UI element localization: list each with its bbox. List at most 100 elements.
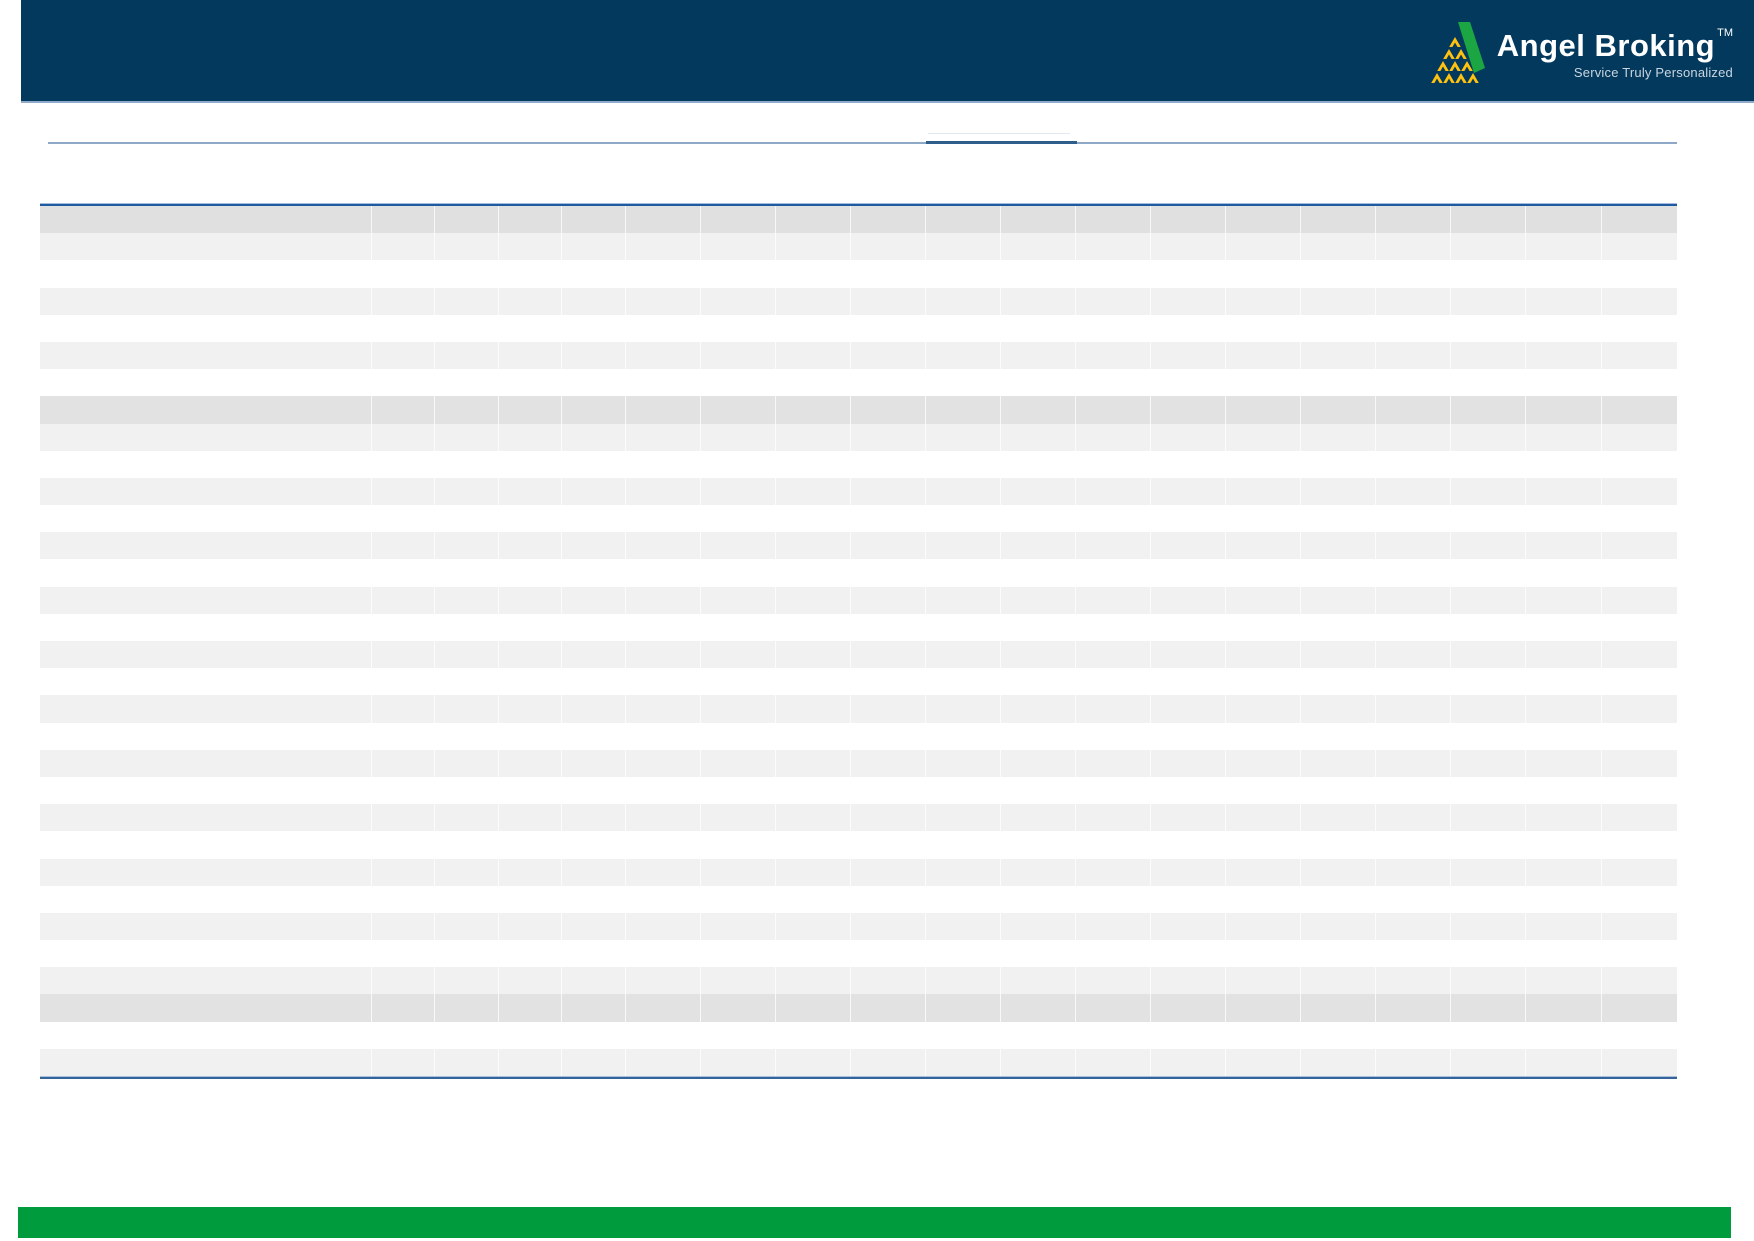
table-cell xyxy=(40,749,372,777)
table-cell xyxy=(851,912,926,941)
table-cell xyxy=(1376,641,1451,669)
table-cell xyxy=(776,831,851,858)
table-row xyxy=(40,314,1677,342)
table-cell xyxy=(851,967,926,995)
table-cell xyxy=(1451,1048,1526,1076)
table-cell xyxy=(1526,1022,1602,1049)
table-cell xyxy=(1451,341,1526,370)
table-cell xyxy=(1376,287,1451,315)
table-cell xyxy=(1301,858,1376,886)
table-cell xyxy=(1001,423,1076,451)
table-cell xyxy=(1076,505,1151,532)
table-cell xyxy=(1151,940,1226,967)
table-cell xyxy=(701,369,776,396)
table-cell xyxy=(1451,723,1526,750)
table-cell xyxy=(1076,1022,1151,1049)
table-cell xyxy=(701,641,776,669)
table-cell xyxy=(1076,723,1151,750)
table-cell xyxy=(435,1022,499,1049)
table-cell xyxy=(372,641,435,669)
table-cell xyxy=(562,423,626,451)
table-cell xyxy=(1001,777,1076,804)
table-cell xyxy=(499,749,562,777)
table-cell xyxy=(1001,886,1076,913)
table-cell xyxy=(499,532,562,560)
table-cell xyxy=(1602,532,1677,559)
table-cell xyxy=(372,858,435,886)
table-cell xyxy=(776,858,851,886)
table-cell xyxy=(926,559,1001,586)
table-row xyxy=(40,885,1677,913)
table-cell xyxy=(626,287,701,315)
table-cell xyxy=(701,477,776,506)
table-cell xyxy=(499,505,562,532)
table-cell xyxy=(626,532,701,560)
table-cell xyxy=(1376,369,1451,396)
table-cell xyxy=(1451,695,1526,723)
table-cell xyxy=(1151,668,1226,695)
table-cell xyxy=(1526,912,1602,941)
table-cell xyxy=(1151,559,1226,586)
table-cell xyxy=(1602,831,1677,858)
table-cell xyxy=(1226,994,1301,1022)
table-cell xyxy=(372,804,435,832)
table-cell xyxy=(1376,396,1451,424)
table-cell xyxy=(776,886,851,913)
table-cell xyxy=(926,858,1001,886)
table-cell xyxy=(701,886,776,913)
table-row xyxy=(40,613,1677,641)
table-cell xyxy=(851,886,926,913)
table-cell xyxy=(1226,451,1301,478)
table-cell xyxy=(1226,1022,1301,1049)
table-cell xyxy=(1376,423,1451,451)
table-cell xyxy=(1151,695,1226,723)
table-cell xyxy=(926,451,1001,478)
table-cell xyxy=(435,260,499,287)
table-cell xyxy=(562,206,626,234)
table-cell xyxy=(40,341,372,370)
table-cell xyxy=(1076,777,1151,804)
table-cell xyxy=(1602,505,1677,532)
table-cell xyxy=(1151,287,1226,315)
table-cell xyxy=(40,723,372,750)
table-rows xyxy=(40,206,1677,1076)
table-cell xyxy=(776,260,851,287)
table-cell xyxy=(1451,260,1526,287)
table-cell xyxy=(1526,614,1602,641)
table-cell xyxy=(926,641,1001,669)
table-cell xyxy=(776,315,851,342)
table-cell xyxy=(1451,505,1526,532)
table-cell xyxy=(851,1048,926,1076)
table-cell xyxy=(562,831,626,858)
table-cell xyxy=(1001,315,1076,342)
table-cell xyxy=(851,559,926,586)
table-cell xyxy=(499,967,562,995)
table-cell xyxy=(1451,614,1526,641)
table-row xyxy=(40,994,1677,1022)
table-cell xyxy=(1376,451,1451,478)
table-cell xyxy=(1151,614,1226,641)
table-cell xyxy=(499,777,562,804)
table-cell xyxy=(1602,886,1677,913)
section-divider-highlight xyxy=(926,141,1077,144)
table-cell xyxy=(562,341,626,370)
table-cell xyxy=(851,287,926,315)
table-cell xyxy=(1526,940,1602,967)
table-cell xyxy=(626,451,701,478)
table-cell xyxy=(1602,723,1677,750)
table-cell xyxy=(40,804,372,832)
table-cell xyxy=(1001,668,1076,695)
table-cell xyxy=(1376,940,1451,967)
table-cell xyxy=(1151,886,1226,913)
table-cell xyxy=(1001,749,1076,777)
table-cell xyxy=(435,777,499,804)
table-cell xyxy=(499,287,562,315)
table-cell xyxy=(1602,1022,1677,1049)
table-cell xyxy=(1076,369,1151,396)
table-cell xyxy=(701,287,776,315)
table-cell xyxy=(1526,532,1602,560)
table-cell xyxy=(562,505,626,532)
table-cell xyxy=(372,723,435,750)
table-cell xyxy=(1376,967,1451,995)
table-cell xyxy=(1451,233,1526,261)
